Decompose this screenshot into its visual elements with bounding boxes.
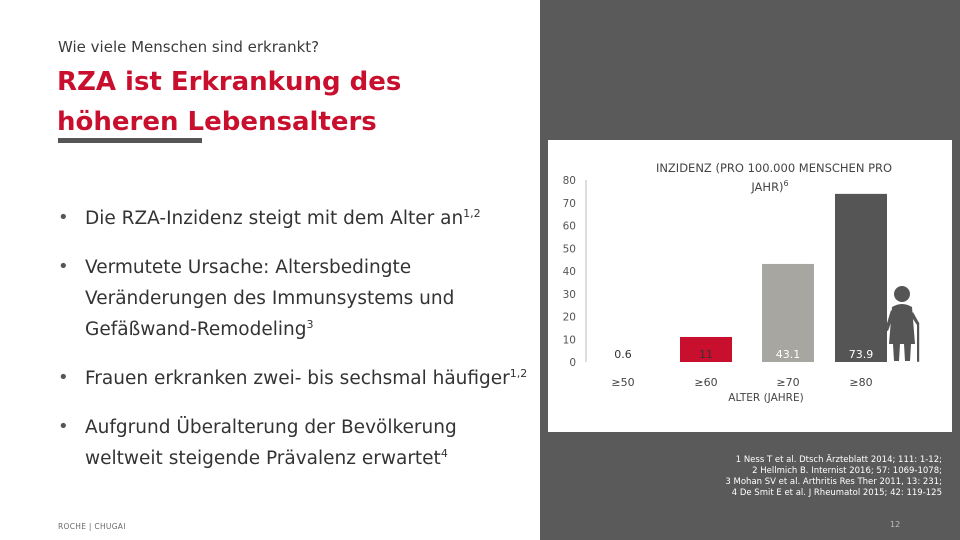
y-tick-label: 70 bbox=[563, 198, 576, 210]
y-tick-label: 40 bbox=[563, 266, 576, 278]
chart-title: INZIDENZ (PRO 100.000 MENSCHEN PRO JAHR)… bbox=[656, 161, 892, 194]
bar-value-label: 11 bbox=[699, 348, 713, 361]
bullet-text: Vermutete Ursache: Altersbedingte Veränd… bbox=[85, 257, 455, 340]
reference-item: 3 Mohan SV et al. Arthritis Res Ther 201… bbox=[725, 477, 942, 487]
bullet-dot-icon: • bbox=[58, 207, 69, 228]
page-number: 12 bbox=[890, 520, 901, 529]
bullet-footnote: 1,2 bbox=[509, 366, 528, 380]
bullet-item: • Aufgrund Überalterung der Bevölkerung … bbox=[58, 412, 528, 474]
bullet-item: • Die RZA-Inzidenz steigt mit dem Alter … bbox=[58, 203, 528, 234]
bullet-footnote: 3 bbox=[306, 317, 314, 331]
x-axis-label: ALTER (JAHRE) bbox=[728, 392, 803, 404]
bar-ge50 bbox=[597, 360, 649, 362]
incidence-bar-chart: 0 10 20 30 40 50 60 70 80 0.6 ≥50 11 ≥60 43.1 ≥70 73.9… bbox=[563, 161, 920, 404]
title-underline bbox=[58, 138, 202, 143]
chart-title-footnote: 6 bbox=[784, 179, 789, 188]
bullet-footnote: 4 bbox=[440, 446, 448, 460]
bullet-dot-icon: • bbox=[58, 416, 69, 437]
bullet-list: • Die RZA-Inzidenz steigt mit dem Alter … bbox=[58, 203, 528, 492]
bullet-text: Frauen erkranken zwei- bis sechsmal häuf… bbox=[85, 368, 510, 389]
slide-title: RZA ist Erkrankung des höheren Lebensalt… bbox=[57, 67, 402, 137]
y-tick-label: 10 bbox=[563, 334, 576, 346]
bullet-dot-icon: • bbox=[58, 256, 69, 277]
references: 1 Ness T et al. Dtsch Ärzteblatt 2014; 1… bbox=[612, 455, 942, 499]
reference-item: 2 Hellmich B. Internist 2016; 57: 1069-1… bbox=[752, 466, 942, 476]
bullet-item: • Vermutete Ursache: Altersbedingte Verä… bbox=[58, 252, 528, 345]
y-tick-label: 30 bbox=[563, 289, 576, 301]
x-tick-label: ≥80 bbox=[849, 376, 872, 389]
bar-value-label: 73.9 bbox=[849, 348, 874, 361]
elderly-woman-with-cane-icon bbox=[885, 286, 920, 362]
x-tick-label: ≥70 bbox=[776, 376, 799, 389]
chart-title-line-1: INZIDENZ (PRO 100.000 MENSCHEN PRO bbox=[656, 161, 892, 175]
y-tick-label: 50 bbox=[563, 243, 576, 255]
chart-title-line-2-text: JAHR) bbox=[750, 180, 783, 194]
reference-item: 1 Ness T et al. Dtsch Ärzteblatt 2014; 1… bbox=[735, 455, 942, 465]
bullet-text: Aufgrund Überalterung der Bevölkerung we… bbox=[85, 417, 457, 469]
slide-kicker: Wie viele Menschen sind erkrankt? bbox=[58, 38, 320, 56]
y-axis: 0 10 20 30 40 50 60 70 80 bbox=[563, 175, 587, 369]
bar-ge80 bbox=[835, 193, 887, 362]
bullet-text: Die RZA-Inzidenz steigt mit dem Alter an bbox=[85, 208, 464, 229]
x-tick-label: ≥60 bbox=[694, 376, 717, 389]
footer-brand: ROCHE | CHUGAI bbox=[58, 522, 126, 531]
bullet-item: • Frauen erkranken zwei- bis sechsmal hä… bbox=[58, 363, 528, 394]
bar-value-label: 43.1 bbox=[776, 348, 801, 361]
bar-group: 0.6 ≥50 11 ≥60 43.1 ≥70 73.9 ≥80 bbox=[597, 193, 887, 389]
bullet-footnote: 1,2 bbox=[463, 206, 481, 220]
bar-ge70 bbox=[762, 263, 814, 362]
chart-title-line-2: JAHR)6 bbox=[750, 179, 788, 194]
y-tick-label: 0 bbox=[569, 357, 576, 369]
bullet-dot-icon: • bbox=[58, 367, 69, 388]
y-tick-label: 20 bbox=[563, 312, 576, 324]
y-tick-label: 80 bbox=[563, 175, 576, 187]
y-tick-label: 60 bbox=[563, 221, 576, 233]
x-tick-label: ≥50 bbox=[611, 376, 634, 389]
bar-ge60 bbox=[680, 336, 732, 362]
content-area: Wie viele Menschen sind erkrankt? RZA is… bbox=[57, 38, 528, 531]
bar-value-label: 0.6 bbox=[614, 348, 632, 361]
reference-item: 4 De Smit E et al. J Rheumatol 2015; 42:… bbox=[731, 488, 942, 498]
